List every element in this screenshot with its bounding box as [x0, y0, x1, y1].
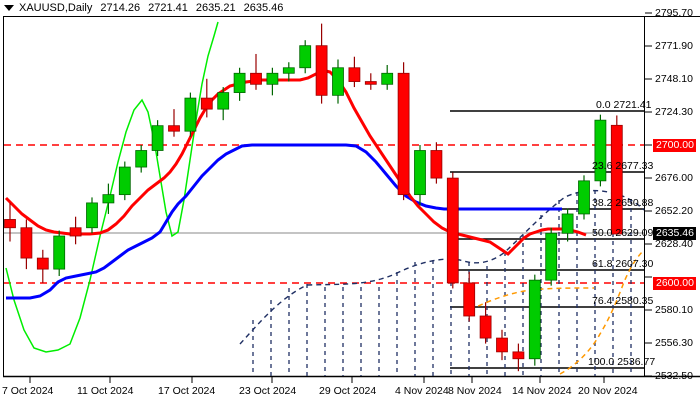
candle-body	[414, 150, 426, 196]
candle-body	[102, 194, 115, 204]
current-price-tag: 2635.46	[653, 227, 696, 240]
candle-body	[315, 45, 328, 96]
candle-body	[53, 235, 66, 270]
price-axis-ticks	[645, 12, 652, 377]
price-tick-3: 2724.30	[655, 106, 693, 118]
price-tick-9: 2580.10	[655, 304, 693, 316]
candle-body	[36, 257, 49, 270]
candle-body	[594, 119, 607, 182]
candle-body	[430, 150, 443, 179]
candle-body	[463, 282, 476, 317]
candlestick-series	[4, 23, 623, 372]
fast-moving-average	[4, 68, 587, 256]
candle-body	[446, 177, 459, 284]
price-tick-5: 2676.00	[655, 172, 693, 184]
time-tick-0: 7 Oct 2024	[2, 385, 54, 397]
candle-body	[364, 81, 377, 85]
candle-body	[20, 227, 33, 259]
candle-body	[69, 227, 82, 237]
time-tick-5: 4 Nov 2024	[395, 385, 449, 397]
slow-moving-average	[6, 143, 562, 300]
candle-body	[135, 150, 148, 168]
candle-body	[200, 97, 213, 110]
chevron-down-icon[interactable]	[4, 5, 14, 11]
candle-body	[86, 202, 98, 229]
candle-body	[168, 125, 180, 132]
price-tick-11: 2532.50	[655, 370, 693, 382]
candle-body	[397, 72, 410, 196]
candle-body	[512, 351, 525, 360]
fast-oscillator-line	[5, 21, 219, 353]
candle-body	[184, 97, 197, 132]
price-tick-0: 2795.70	[655, 7, 693, 19]
candle-body	[348, 67, 361, 82]
candle-body	[610, 124, 623, 235]
candle-body	[233, 72, 246, 93]
time-tick-8: 20 Nov 2024	[578, 385, 638, 397]
time-tick-7: 14 Nov 2024	[512, 385, 572, 397]
candle-body	[561, 213, 574, 234]
high-value: 2721.41	[148, 2, 188, 14]
candle-body	[4, 219, 16, 229]
time-tick-6: 8 Nov 2024	[448, 385, 502, 397]
price-tick-10: 2556.30	[655, 337, 693, 349]
candle-body	[250, 72, 262, 85]
candle-body	[217, 92, 230, 110]
fib-label-618: 61.8 2607.30	[592, 258, 654, 270]
candle-body	[528, 279, 541, 360]
fib-label-382: 38.2 2650.88	[592, 197, 654, 209]
chart-header: XAUUSD,Daily 2714.26 2721.41 2635.21 263…	[0, 0, 284, 16]
fib-label-1000: 100.0 2536.77	[588, 356, 656, 368]
fib-label-764: 76.4 2580.35	[592, 295, 654, 307]
candle-body	[118, 166, 131, 196]
sar-line	[559, 249, 645, 375]
candle-body	[496, 337, 508, 353]
candle-body	[381, 72, 394, 85]
candle-body	[151, 125, 164, 151]
time-tick-4: 29 Oct 2024	[319, 385, 377, 397]
candle-body	[299, 45, 312, 69]
price-tick-7: 2628.40	[655, 238, 693, 250]
candle-body	[266, 72, 279, 85]
candle-body	[332, 67, 344, 96]
candle-body	[578, 180, 590, 215]
candle-body	[282, 67, 295, 74]
fib-label-500: 50.0 2629.09	[592, 227, 654, 239]
level-2600-tag: 2600.00	[653, 277, 696, 290]
close-value: 2635.46	[243, 2, 284, 14]
level-2700-tag: 2700.00	[653, 139, 696, 152]
fib-label-0: 0.0 2721.41	[596, 99, 652, 111]
time-tick-2: 17 Oct 2024	[158, 385, 216, 397]
candle-body	[545, 232, 558, 281]
time-tick-1: 11 Oct 2024	[77, 385, 134, 397]
price-tick-2: 2748.10	[655, 73, 693, 85]
time-axis-ticks	[29, 377, 605, 383]
price-tick-1: 2771.90	[655, 40, 693, 52]
low-value: 2635.21	[195, 2, 236, 14]
candle-body	[479, 315, 492, 339]
price-tick-6: 2652.20	[655, 205, 693, 217]
symbol-label: XAUUSD,Daily	[19, 2, 93, 14]
time-tick-3: 23 Oct 2024	[239, 385, 297, 397]
open-value: 2714.26	[100, 2, 141, 14]
fib-label-236: 23.6 2677.33	[592, 160, 654, 172]
